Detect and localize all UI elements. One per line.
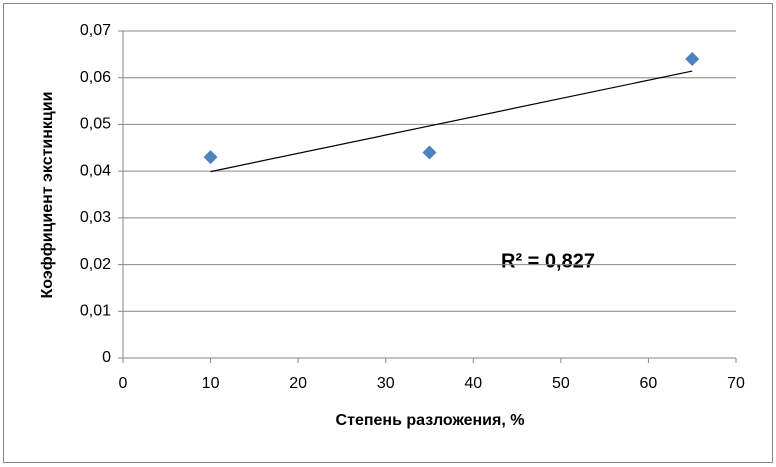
y-tick-label: 0,07 xyxy=(80,22,111,39)
y-tick-label: 0,04 xyxy=(80,162,111,179)
x-tick-label: 10 xyxy=(202,375,220,392)
y-tick-label: 0,05 xyxy=(80,116,111,133)
x-tick-label: 20 xyxy=(289,375,307,392)
y-axis-title: Коэффициент экстинкции xyxy=(39,92,56,299)
y-tick-label: 0,01 xyxy=(80,303,111,320)
r-squared: R² = 0,827 xyxy=(501,250,595,272)
y-tick-label: 0 xyxy=(102,349,111,366)
x-axis-title: Степень разложения, % xyxy=(336,412,525,429)
y-tick-label: 0,06 xyxy=(80,69,111,86)
trendline xyxy=(210,70,693,173)
x-tick-label: 40 xyxy=(464,375,482,392)
x-tick-label: 50 xyxy=(552,375,570,392)
y-tick-label: 0,03 xyxy=(80,209,111,226)
point xyxy=(422,145,437,160)
x-tick-label: 0 xyxy=(119,375,128,392)
point xyxy=(685,52,700,67)
x-tick-label: 60 xyxy=(640,375,658,392)
y-tick-label: 0,02 xyxy=(80,256,111,273)
x-tick-label: 30 xyxy=(377,375,395,392)
x-tick-label: 70 xyxy=(727,375,745,392)
chart-border xyxy=(3,3,773,463)
point xyxy=(203,150,218,165)
